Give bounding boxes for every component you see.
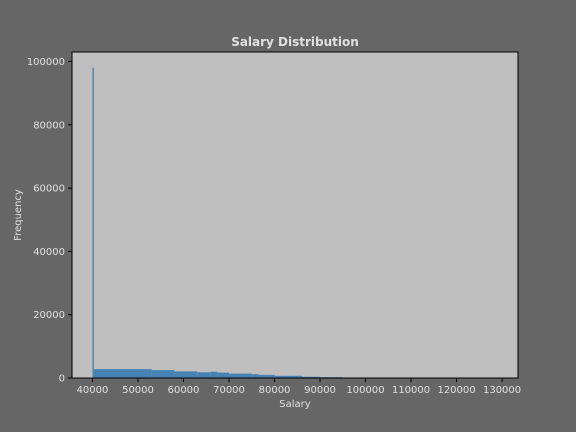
x-tick-label: 90000 <box>304 385 336 396</box>
y-tick-label: 0 <box>59 374 65 385</box>
histogram-bar <box>210 371 218 378</box>
histogram-bar <box>229 373 252 378</box>
plot-frame <box>71 51 519 379</box>
chart-title: Salary Distribution <box>231 35 359 49</box>
histogram-bar <box>251 374 259 378</box>
x-tick-label: 80000 <box>259 385 291 396</box>
histogram-bar <box>151 370 175 378</box>
y-tick-label: 100000 <box>27 57 65 68</box>
x-tick-label: 50000 <box>122 385 154 396</box>
x-tick-label: 70000 <box>213 385 245 396</box>
histogram-bar <box>274 375 302 378</box>
x-tick-label: 100000 <box>346 385 384 396</box>
x-tick-label: 110000 <box>392 385 430 396</box>
x-tick-label: 120000 <box>437 385 475 396</box>
histogram-bar <box>93 369 152 378</box>
histogram-bar <box>301 376 321 378</box>
x-tick-label: 60000 <box>168 385 200 396</box>
histogram-bar <box>217 372 230 378</box>
y-axis-ticks: 0 20000 40000 60000 80000 100000 <box>27 57 72 385</box>
y-axis-label: Frequency <box>13 189 24 241</box>
y-tick-label: 20000 <box>33 310 65 321</box>
x-tick-label: 40000 <box>77 385 109 396</box>
x-axis-label: Salary <box>279 399 310 410</box>
y-tick-label: 80000 <box>33 120 65 131</box>
x-tick-label: 130000 <box>483 385 521 396</box>
histogram-bar <box>92 67 94 378</box>
histogram-bar <box>258 374 275 378</box>
x-axis-ticks: 40000 50000 60000 70000 80000 90000 100000 1100… <box>77 378 521 396</box>
histogram-bar <box>174 371 198 378</box>
histogram-bar <box>197 372 211 378</box>
y-tick-label: 40000 <box>33 247 65 258</box>
plot-area <box>72 52 518 378</box>
y-tick-label: 60000 <box>33 184 65 195</box>
